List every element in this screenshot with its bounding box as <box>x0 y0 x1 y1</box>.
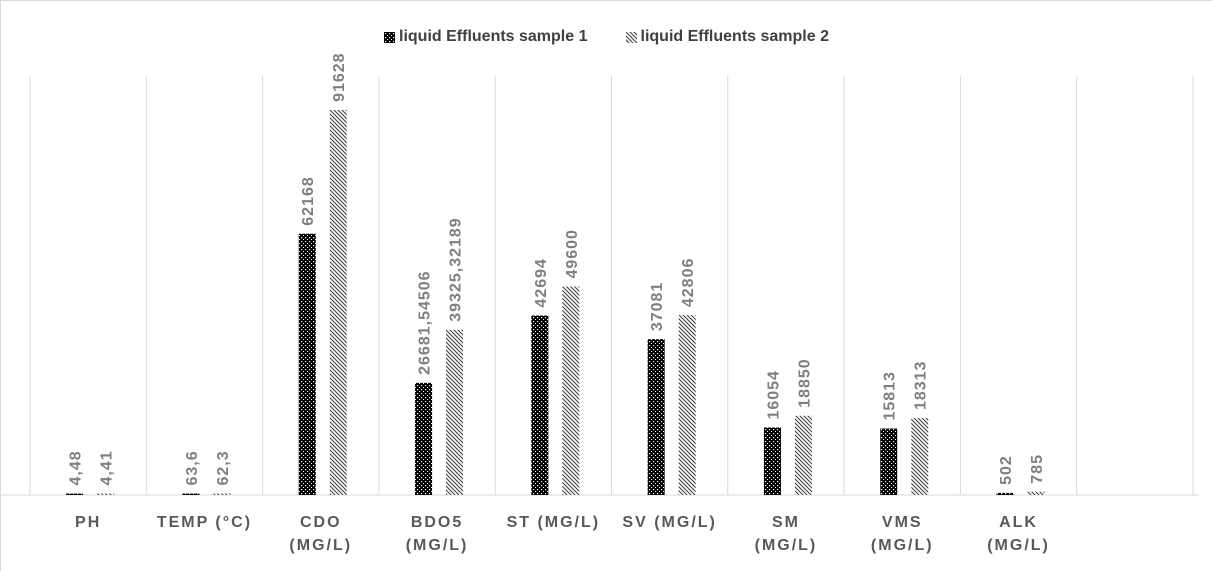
category-label: ST (MG/L) <box>507 514 601 531</box>
bar-sample-2 <box>678 315 696 495</box>
legend-item-sample-2: liquid Effluents sample 2 <box>625 24 829 50</box>
bar-sample-2 <box>1027 491 1045 495</box>
data-label: 785 <box>1029 454 1046 484</box>
category-label: TEMP (°C) <box>157 514 252 531</box>
data-label: 4,48 <box>68 450 85 485</box>
bar-sample-2 <box>562 286 580 495</box>
bar-sample-1 <box>996 492 1014 495</box>
data-label: 62,3 <box>215 450 232 485</box>
bar-sample-1 <box>531 315 549 495</box>
data-label: 18850 <box>796 358 813 408</box>
bar-sample-2 <box>329 109 347 496</box>
category-label: (MG/L) <box>871 537 934 554</box>
bar-sample-2 <box>794 415 812 495</box>
bar-sample-1 <box>763 427 781 495</box>
data-label: 42806 <box>680 258 697 308</box>
bar-sample-1 <box>647 339 665 495</box>
data-label: 15813 <box>882 371 899 421</box>
legend-swatch-dots-icon <box>384 31 396 43</box>
data-label: 39325,32189 <box>448 217 465 321</box>
bar-sample-2 <box>97 493 115 495</box>
category-label: VMS <box>882 514 923 531</box>
category-label: SV (MG/L) <box>622 514 716 531</box>
legend-item-sample-1: liquid Effluents sample 1 <box>384 24 588 50</box>
bar-sample-1 <box>66 493 84 495</box>
bar-sample-2 <box>213 493 231 495</box>
data-label: 42694 <box>533 258 550 308</box>
data-label: 502 <box>998 455 1015 485</box>
bar-sample-1 <box>298 233 316 496</box>
data-label: 18313 <box>913 361 930 411</box>
data-label: 26681,54506 <box>417 270 434 374</box>
category-label: PH <box>75 514 101 531</box>
bar-sample-1 <box>182 493 200 495</box>
data-label: 91628 <box>331 52 348 102</box>
data-label: 62168 <box>300 176 317 226</box>
bar-sample-2 <box>446 329 464 495</box>
bar-sample-2 <box>911 418 929 495</box>
category-label: ALK <box>999 514 1038 531</box>
category-label: (MG/L) <box>289 537 352 554</box>
data-label: 16054 <box>765 370 782 420</box>
data-label: 4,41 <box>99 450 116 485</box>
legend-swatch-hatch-icon <box>625 31 637 43</box>
category-label: (MG/L) <box>987 537 1050 554</box>
category-label: (MG/L) <box>755 537 818 554</box>
legend-label-sample-2: liquid Effluents sample 2 <box>640 28 829 45</box>
category-label: CDO <box>300 514 342 531</box>
data-label: 49600 <box>564 229 581 279</box>
data-label: 63,6 <box>184 450 201 485</box>
category-label: BDO5 <box>411 514 463 531</box>
legend: liquid Effluents sample 1 liquid Effluen… <box>0 24 1213 50</box>
bar-sample-1 <box>415 382 433 495</box>
category-label: (MG/L) <box>406 537 469 554</box>
bar-sample-1 <box>880 428 898 495</box>
legend-label-sample-1: liquid Effluents sample 1 <box>399 28 588 45</box>
data-label: 37081 <box>649 282 666 332</box>
category-label: SM <box>772 514 800 531</box>
